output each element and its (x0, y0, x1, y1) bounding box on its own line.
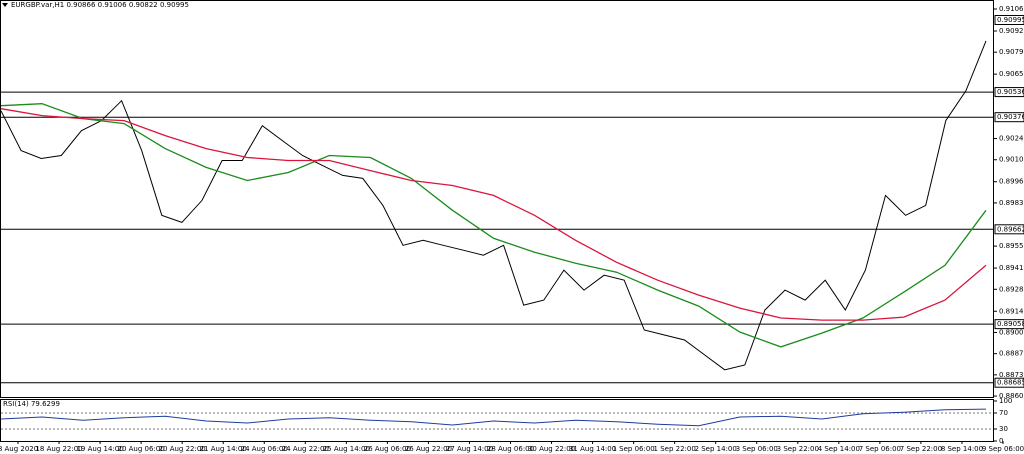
series-line (0, 103, 987, 348)
y-tick-label: 30 (999, 425, 1008, 433)
y-tick-label: 0.89965 (999, 178, 1024, 186)
price-label-box (994, 14, 1024, 25)
rsi-title: RSI(14) 79.6299 (3, 400, 60, 408)
x-tick-label: 8 Sep 14:00 (941, 445, 983, 453)
x-tick-label: 1 Sep 06:00 (612, 445, 654, 453)
level-label-box (994, 224, 1024, 235)
x-tick-label: 20 Aug 22:00 (159, 445, 206, 453)
x-tick-label: 7 Sep 22:00 (900, 445, 942, 453)
x-tick-label: 4 Sep 14:00 (818, 445, 860, 453)
x-tick-label: 24 Aug 22:00 (282, 445, 329, 453)
level-label: 0.89058 (997, 320, 1024, 328)
x-tick-label: 31 Aug 14:00 (569, 445, 616, 453)
y-tick-label: 0.90925 (999, 27, 1024, 35)
level-label: 0.88685 (997, 379, 1024, 387)
series-line (0, 108, 987, 321)
x-tick-label: 30 Aug 22:00 (528, 445, 575, 453)
y-tick-label: 0.89005 (999, 328, 1024, 336)
x-tick-label: 19 Aug 14:00 (76, 445, 123, 453)
level-label: 0.89662 (997, 225, 1024, 233)
y-tick-label: 0.91065 (999, 5, 1024, 13)
x-tick-label: 28 Aug 06:00 (487, 445, 534, 453)
y-tick-label: 0.89415 (999, 264, 1024, 272)
x-tick-label: 21 Aug 14:00 (200, 445, 247, 453)
level-label-box (994, 112, 1024, 123)
price-line (0, 40, 987, 371)
price-label: 0.90995 (997, 16, 1024, 24)
x-tick-label: 25 Aug 14:00 (323, 445, 370, 453)
y-tick-label: 100 (999, 397, 1012, 405)
menu-triangle (2, 3, 8, 7)
x-tick-label: 8 Aug 2020 (0, 445, 38, 453)
x-tick-label: 27 Aug 14:00 (446, 445, 493, 453)
x-tick-label: 24 Aug 06:00 (241, 445, 288, 453)
y-tick-label: 0.88735 (999, 371, 1024, 379)
chart-title: EURGBP.var,H1 0.90866 0.91006 0.90822 0.… (11, 1, 189, 9)
level-label-box (994, 87, 1024, 98)
y-tick-label: 0.90105 (999, 156, 1024, 164)
x-tick-label: 1 Sep 22:00 (654, 445, 696, 453)
x-tick-label: 9 Sep 06:00 (982, 445, 1024, 453)
x-tick-label: 7 Sep 06:00 (859, 445, 901, 453)
x-tick-label: 3 Sep 06:00 (736, 445, 778, 453)
x-tick-label: 26 Aug 22:00 (405, 445, 452, 453)
x-tick-label: 2 Sep 14:00 (695, 445, 737, 453)
main-panel (0, 0, 994, 398)
x-tick-label: 26 Aug 06:00 (364, 445, 411, 453)
x-tick-label: 20 Aug 06:00 (118, 445, 165, 453)
x-tick-label: 18 Aug 22:00 (35, 445, 82, 453)
y-tick-label: 0 (999, 437, 1003, 445)
y-tick-label: 70 (999, 409, 1008, 417)
y-tick-label: 0.89555 (999, 242, 1024, 250)
level-label-box (994, 319, 1024, 330)
rsi-panel (0, 399, 994, 442)
x-tick-label: 3 Sep 22:00 (777, 445, 819, 453)
level-label: 0.90536 (997, 88, 1024, 96)
price-line (0, 408, 987, 427)
level-label: 0.90376 (997, 113, 1024, 121)
level-label-box (994, 377, 1024, 388)
